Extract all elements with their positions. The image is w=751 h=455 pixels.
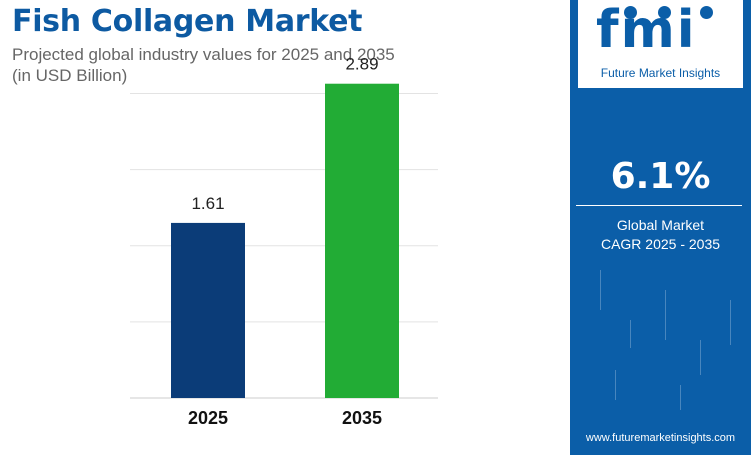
info-panel: fmi Future Market Insights 6.1% Global M… xyxy=(570,0,751,455)
cagr-value: 6.1% xyxy=(610,156,711,197)
subtitle-line-2: (in USD Billion) xyxy=(12,66,128,85)
cagr-label-line-1: Global Market xyxy=(616,217,705,233)
cagr-label-line-2: CAGR 2025 - 2035 xyxy=(600,236,721,252)
data-label-2035: 2.89 xyxy=(345,55,378,74)
fmi-logo[interactable]: fmi Future Market Insights xyxy=(578,0,743,88)
x-tick-label-2035: 2035 xyxy=(342,408,382,428)
chart-subtitle: Projected global industry values for 202… xyxy=(12,44,482,86)
logo-tagline: Future Market Insights xyxy=(600,66,721,80)
data-label-2025: 1.61 xyxy=(191,194,224,213)
chart-title: Fish Collagen Market xyxy=(12,4,363,39)
logo-wordmark: fmi xyxy=(596,0,697,60)
chart-panel: Fish Collagen Market Projected global in… xyxy=(12,4,482,428)
cagr-divider xyxy=(576,205,742,206)
subtitle-line-1: Projected global industry values for 202… xyxy=(12,45,395,64)
bar-chart: 1.61 2025 2.89 2035 xyxy=(130,55,438,428)
logo-dot-icon xyxy=(658,6,671,19)
website-link[interactable]: www.futuremarketinsights.com xyxy=(585,432,736,444)
logo-dot-icon xyxy=(700,6,713,19)
x-tick-label-2025: 2025 xyxy=(188,408,228,428)
cagr-label: Global Market CAGR 2025 - 2035 xyxy=(570,216,751,254)
logo-dot-icon xyxy=(624,6,637,19)
bar-2025 xyxy=(171,222,245,398)
bar-2035 xyxy=(325,83,399,399)
